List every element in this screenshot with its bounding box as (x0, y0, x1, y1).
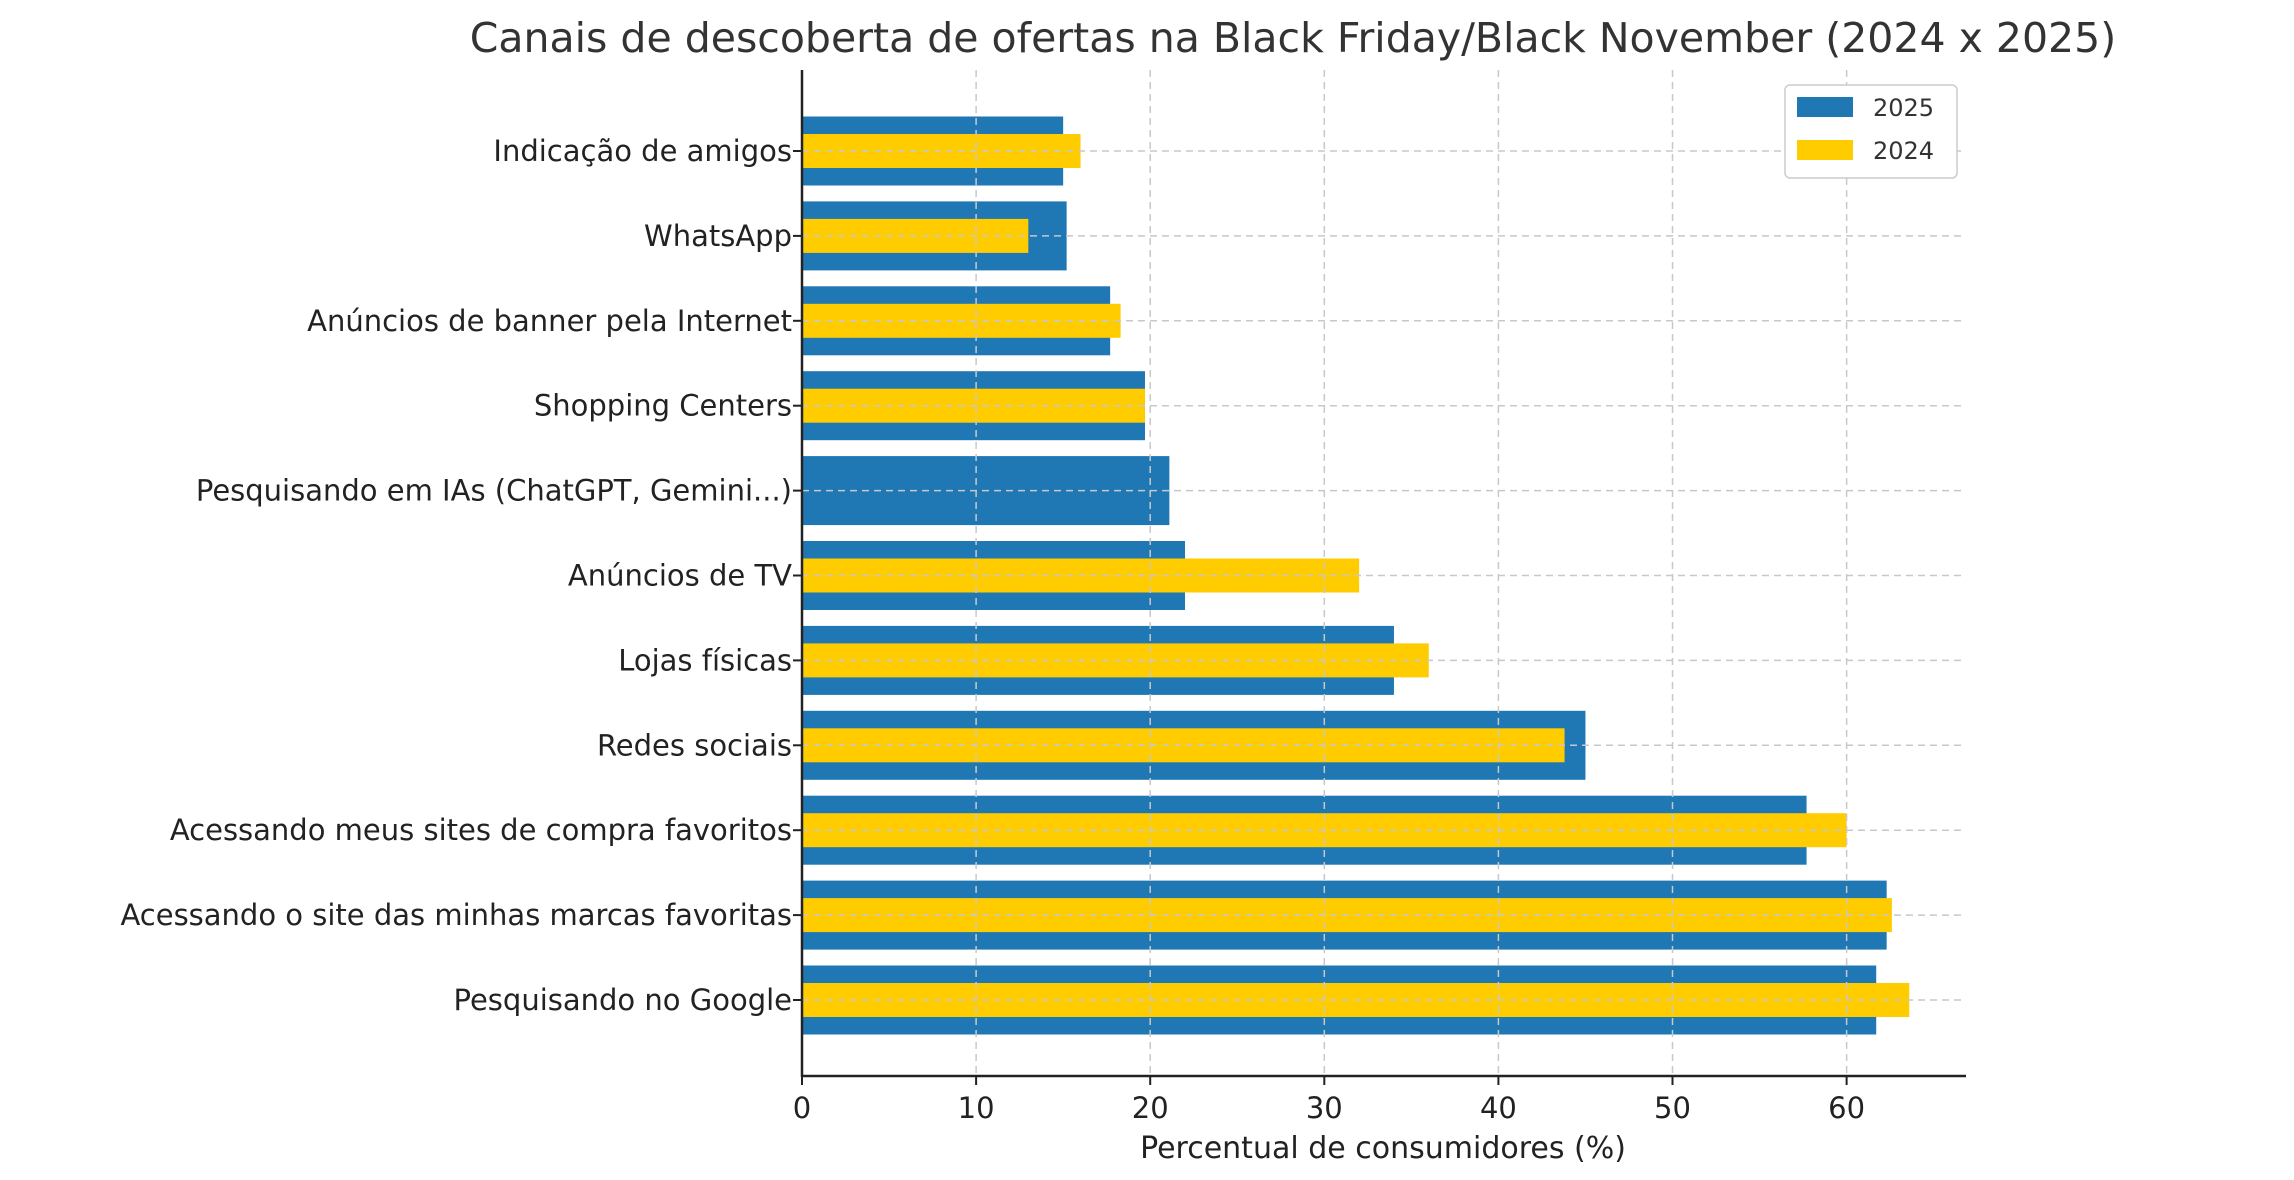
bar-2024 (802, 728, 1565, 763)
x-tick-label: 10 (958, 1091, 995, 1125)
x-tick-label: 40 (1480, 1091, 1517, 1125)
x-tick-label: 50 (1654, 1091, 1691, 1125)
y-tick-label: Acessando meus sites de compra favoritos (170, 813, 792, 847)
x-tick-label: 30 (1306, 1091, 1343, 1125)
y-tick-labels: Indicação de amigos WhatsApp Anúncios de b… (120, 134, 802, 1017)
x-tick-label: 20 (1132, 1091, 1169, 1125)
x-tick-label: 60 (1828, 1091, 1865, 1125)
legend-swatch-2025 (1797, 97, 1853, 117)
x-axis-label: Percentual de consumidores (%) (1140, 1131, 1626, 1166)
y-tick-label: Lojas físicas (618, 643, 792, 677)
x-tick-labels: 0 10 20 30 40 50 60 (793, 1076, 1865, 1125)
y-tick-label: Acessando o site das minhas marcas favor… (120, 898, 792, 932)
legend: 2025 2024 (1784, 84, 1958, 179)
y-tick-label: Pesquisando no Google (454, 983, 792, 1017)
y-tick-label: WhatsApp (644, 219, 792, 253)
y-tick-label: Shopping Centers (534, 389, 792, 423)
y-tick-label: Indicação de amigos (493, 134, 792, 168)
x-tick-label: 0 (793, 1091, 811, 1125)
y-tick-label: Pesquisando em IAs (ChatGPT, Gemini...) (196, 474, 792, 508)
y-tick-label: Anúncios de banner pela Internet (307, 304, 792, 338)
chart-title: Canais de descoberta de ofertas na Black… (470, 14, 2116, 62)
legend-label: 2024 (1873, 137, 1934, 165)
y-tick-label: Redes sociais (597, 728, 792, 762)
gridlines (802, 70, 1965, 1076)
legend-swatch-2024 (1797, 140, 1853, 160)
y-tick-label: Anúncios de TV (568, 559, 792, 593)
legend-label: 2025 (1873, 94, 1934, 122)
